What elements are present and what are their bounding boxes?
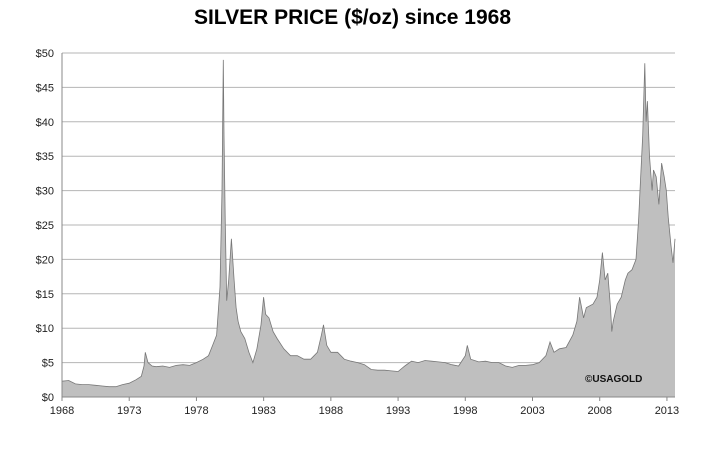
x-tick-label: 2013 [655,405,679,417]
x-tick-label: 1978 [184,405,208,417]
y-tick-label: $20 [36,254,54,266]
y-tick-label: $45 [36,82,54,94]
x-tick-label: 1998 [453,405,477,417]
y-tick-label: $35 [36,151,54,163]
x-tick-label: 1973 [117,405,141,417]
gridlines [62,52,675,364]
y-tick-label: $10 [36,323,54,335]
axes [61,53,675,398]
copyright-annotation: ©USAGOLD [585,374,642,385]
x-tick-label: 1968 [50,405,74,417]
y-tick-label: $0 [42,392,54,404]
y-axis-ticks: $0 $5 $10 $15 $20 $25 $30 $35 $40 $45 $50 [36,48,54,404]
x-axis-ticks: 1968 1973 1978 1983 1988 1993 1998 2003 2008 2013 [50,397,679,417]
x-tick-label: 1983 [251,405,275,417]
y-tick-label: $25 [36,220,54,232]
x-tick-label: 1993 [386,405,410,417]
y-tick-label: $40 [36,117,54,129]
x-tick-label: 1988 [319,405,343,417]
y-tick-label: $50 [36,48,54,60]
chart-title: SILVER PRICE ($/oz) since 1968 [193,6,512,29]
y-tick-label: $30 [36,186,54,198]
y-tick-label: $15 [36,289,54,301]
price-area-fill [62,59,675,398]
price-area [61,59,676,398]
x-tick-label: 2008 [587,405,611,417]
x-tick-label: 2003 [520,405,544,417]
y-tick-label: $5 [42,358,54,370]
price-line [61,59,676,388]
